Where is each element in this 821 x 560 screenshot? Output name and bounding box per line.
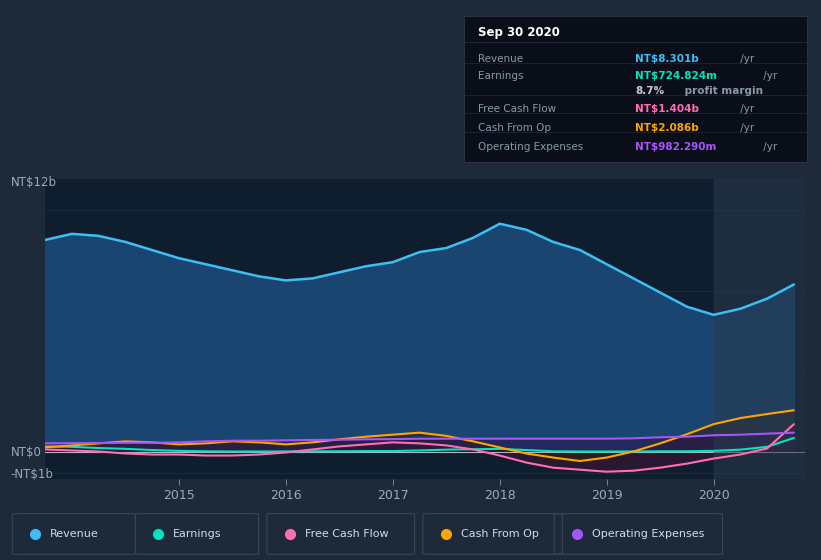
Text: Revenue: Revenue bbox=[478, 54, 523, 64]
Text: NT$982.290m: NT$982.290m bbox=[635, 142, 717, 152]
Text: profit margin: profit margin bbox=[681, 86, 763, 96]
Text: NT$8.301b: NT$8.301b bbox=[635, 54, 699, 64]
Text: Revenue: Revenue bbox=[50, 529, 99, 539]
Text: /yr: /yr bbox=[737, 104, 754, 114]
Text: /yr: /yr bbox=[737, 54, 754, 64]
Text: NT$12b: NT$12b bbox=[11, 176, 57, 189]
Text: NT$724.824m: NT$724.824m bbox=[635, 72, 718, 81]
Text: Operating Expenses: Operating Expenses bbox=[478, 142, 583, 152]
Text: Cash From Op: Cash From Op bbox=[461, 529, 539, 539]
Text: /yr: /yr bbox=[737, 123, 754, 133]
Text: Free Cash Flow: Free Cash Flow bbox=[305, 529, 388, 539]
Text: Earnings: Earnings bbox=[173, 529, 222, 539]
Text: NT$2.086b: NT$2.086b bbox=[635, 123, 699, 133]
Text: NT$1.404b: NT$1.404b bbox=[635, 104, 699, 114]
Text: Sep 30 2020: Sep 30 2020 bbox=[478, 26, 559, 39]
Text: Cash From Op: Cash From Op bbox=[478, 123, 551, 133]
Bar bbox=[713, 179, 805, 479]
Text: /yr: /yr bbox=[760, 142, 777, 152]
Text: /yr: /yr bbox=[760, 72, 777, 81]
Text: Free Cash Flow: Free Cash Flow bbox=[478, 104, 556, 114]
Text: Earnings: Earnings bbox=[478, 72, 523, 81]
Text: 8.7%: 8.7% bbox=[635, 86, 664, 96]
Text: NT$0: NT$0 bbox=[11, 446, 42, 459]
Text: -NT$1b: -NT$1b bbox=[11, 468, 53, 482]
Text: Operating Expenses: Operating Expenses bbox=[592, 529, 704, 539]
